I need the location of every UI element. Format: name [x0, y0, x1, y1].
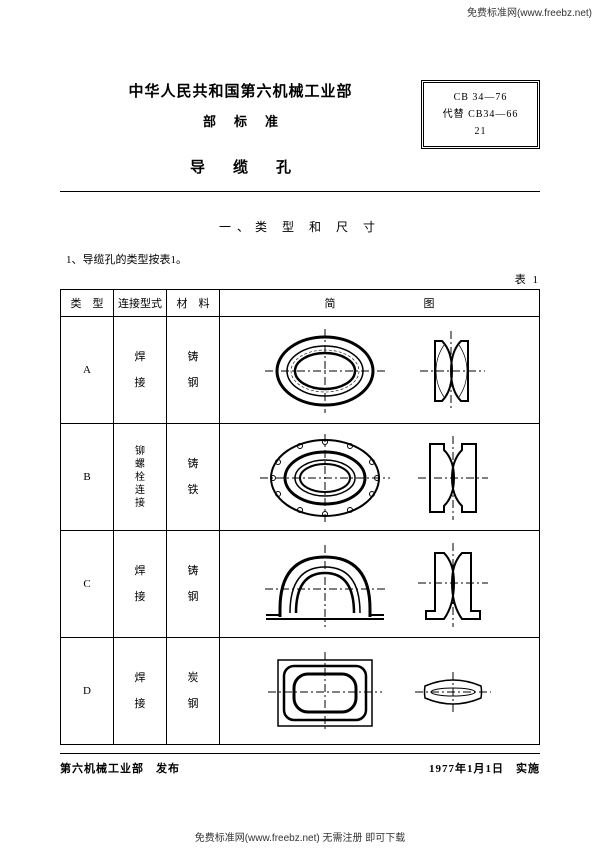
code-line-3: 21 [428, 123, 533, 140]
cell-conn: 焊接 [114, 317, 167, 424]
cell-type: A [61, 317, 114, 424]
header-block: 中华人民共和国第六机械工业部 部标准 导缆孔 CB 34—76 代替 CB34—… [60, 50, 540, 177]
watermark-top: 免费标准网(www.freebz.net) [467, 4, 592, 19]
table-row: A 焊接 铸钢 [61, 317, 540, 424]
table-header-row: 类 型 连接型式 材 料 简 图 [61, 290, 540, 317]
table-row: D 焊接 炭钢 [61, 638, 540, 745]
header-rule [60, 191, 540, 192]
cell-diagram [220, 424, 540, 531]
footer-rule [60, 753, 540, 754]
organization-title: 中华人民共和国第六机械工业部 [60, 80, 421, 101]
diagram-a [230, 323, 530, 418]
cell-mat: 铸铁 [167, 424, 220, 531]
cell-mat: 炭钢 [167, 638, 220, 745]
th-diagram: 简 图 [220, 290, 540, 317]
cell-conn: 焊接 [114, 531, 167, 638]
cell-type: D [61, 638, 114, 745]
standard-code-box: CB 34—76 代替 CB34—66 21 [421, 80, 540, 149]
section-title: 一、类 型 和 尺 寸 [60, 218, 540, 235]
document-title: 导缆孔 [60, 156, 421, 177]
cell-mat: 铸钢 [167, 531, 220, 638]
th-type: 类 型 [61, 290, 114, 317]
cell-conn: 焊接 [114, 638, 167, 745]
standard-subhead: 部标准 [60, 111, 421, 130]
th-mat: 材 料 [167, 290, 220, 317]
table-label: 表 1 [60, 271, 540, 287]
code-line-1: CB 34—76 [428, 89, 533, 106]
cell-diagram [220, 531, 540, 638]
code-line-2: 代替 CB34—66 [428, 106, 533, 123]
section-note: 1、导缆孔的类型按表1。 [66, 251, 540, 267]
cell-type: B [61, 424, 114, 531]
footer-date: 1977年1月1日 实施 [429, 760, 540, 776]
th-conn: 连接型式 [114, 290, 167, 317]
cell-mat: 铸钢 [167, 317, 220, 424]
cell-type: C [61, 531, 114, 638]
footer-publisher: 第六机械工业部 发布 [60, 760, 180, 776]
footer-row: 第六机械工业部 发布 1977年1月1日 实施 [60, 760, 540, 776]
cell-conn: 铆螺栓连接 [114, 424, 167, 531]
cell-diagram [220, 638, 540, 745]
diagram-b [230, 430, 530, 525]
document-page: 中华人民共和国第六机械工业部 部标准 导缆孔 CB 34—76 代替 CB34—… [60, 50, 540, 776]
table-row: B 铆螺栓连接 铸铁 [61, 424, 540, 531]
table-row: C 焊接 铸钢 [61, 531, 540, 638]
cell-diagram [220, 317, 540, 424]
type-table: 类 型 连接型式 材 料 简 图 A 焊接 铸钢 [60, 289, 540, 745]
diagram-d [230, 644, 530, 739]
watermark-bottom: 免费标准网(www.freebz.net) 无需注册 即可下载 [195, 829, 406, 844]
diagram-c [230, 537, 530, 632]
